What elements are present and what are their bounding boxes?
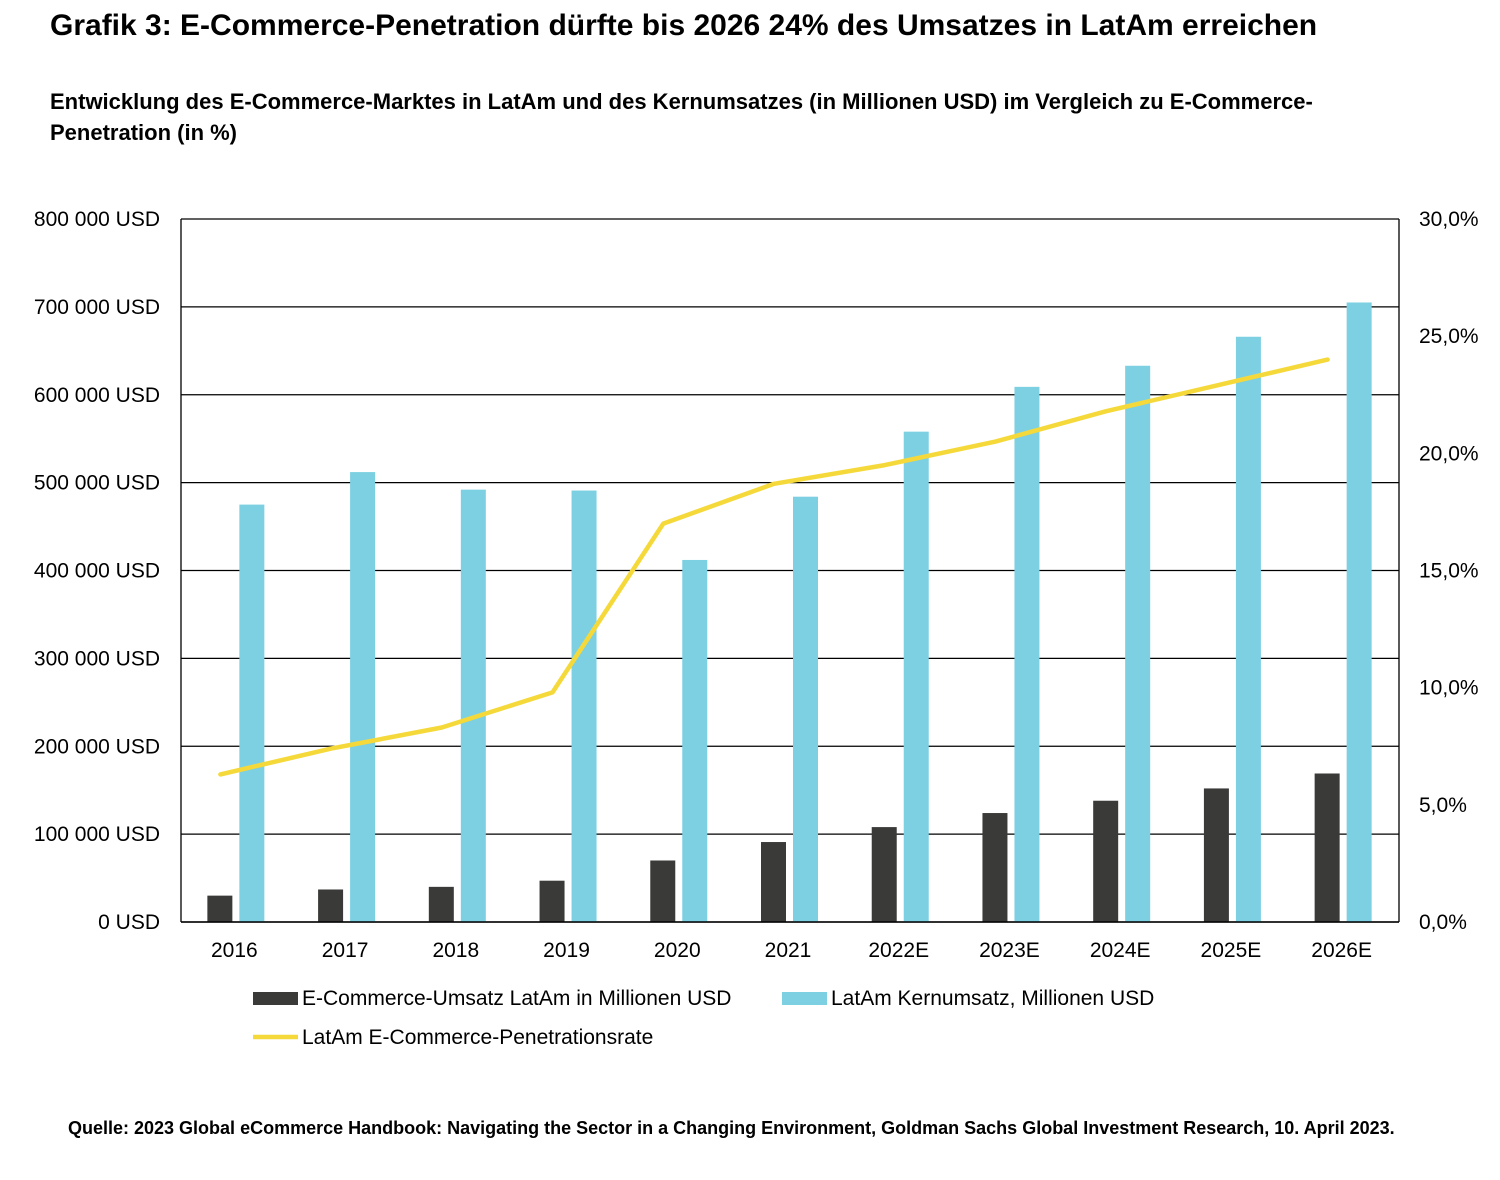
bar-kernumsatz-2026E: [1346, 302, 1372, 922]
y-right-tick-label: 10,0%: [1419, 677, 1479, 700]
x-tick-label: 2020: [654, 939, 701, 962]
bar-ecommerce-2016: [207, 895, 233, 922]
legend-item-1: E-Commerce-Umsatz LatAm in Millionen USD: [253, 987, 731, 1010]
penetration-line-series: [218, 357, 1330, 777]
bar-kernumsatz-2023E: [1014, 386, 1040, 922]
y-left-tick-label: 300 000 USD: [34, 647, 160, 670]
y-left-tick-label: 600 000 USD: [34, 384, 160, 407]
y-left-tick-label: 400 000 USD: [34, 560, 160, 583]
legend-label: LatAm E-Commerce-Penetrationsrate: [302, 1026, 653, 1049]
x-axis: 2016 2017 2018 2019 2020 2021 2022E 2023E 2024E 2…: [211, 939, 1372, 962]
chart-subtitle: Entwicklung des E-Commerce-Marktes in La…: [50, 89, 1313, 145]
x-tick-label: 2026E: [1311, 939, 1372, 962]
bar-ecommerce-2020: [650, 860, 676, 922]
bar-kernumsatz-2025E: [1235, 336, 1261, 922]
y-left-tick-label: 800 000 USD: [34, 208, 160, 231]
y-right-tick-label: 25,0%: [1419, 325, 1479, 348]
x-tick-label: 2024E: [1090, 939, 1151, 962]
bar-ecommerce-2019: [539, 880, 565, 922]
x-tick-label: 2019: [543, 939, 590, 962]
bar-ecommerce-2022E: [871, 827, 897, 922]
bar-kernumsatz-2024E: [1125, 365, 1151, 923]
y-left-tick-label: 100 000 USD: [34, 823, 160, 846]
x-tick-label: 2025E: [1201, 939, 1262, 962]
bar-kernumsatz-2019: [571, 490, 597, 922]
x-tick-label: 2023E: [979, 939, 1040, 962]
y-axis-left: 0 USD 100 000 USD 200 000 USD 300 000 USD 40…: [34, 208, 160, 934]
chart-title: Grafik 3: E-Commerce-Penetration dürfte …: [50, 9, 1318, 42]
y-left-tick-label: 0 USD: [98, 911, 160, 934]
source-note: Quelle: 2023 Global eCommerce Handbook: …: [68, 1118, 1395, 1138]
bar-ecommerce-2026E: [1314, 773, 1340, 922]
legend-swatch: [253, 992, 298, 1005]
plot-frame: [180, 219, 1400, 923]
bar-ecommerce-2024E: [1093, 800, 1119, 922]
bar-kernumsatz-2016: [239, 504, 265, 922]
bar-ecommerce-2023E: [982, 813, 1008, 922]
x-tick-label: 2017: [322, 939, 369, 962]
bar-ecommerce-2021: [761, 842, 786, 922]
y-right-tick-label: 15,0%: [1419, 560, 1479, 583]
x-tick-label: 2016: [211, 939, 258, 962]
legend-label: LatAm Kernumsatz, Millionen USD: [831, 987, 1154, 1010]
y-left-tick-label: 700 000 USD: [34, 296, 160, 319]
legend-item-3: LatAm E-Commerce-Penetrationsrate: [253, 1026, 653, 1049]
bar-kernumsatz-2022E: [903, 431, 929, 922]
y-right-tick-label: 5,0%: [1419, 794, 1467, 817]
legend: E-Commerce-Umsatz LatAm in Millionen USD…: [253, 987, 1154, 1049]
legend-item-2: LatAm Kernumsatz, Millionen USD: [782, 987, 1154, 1010]
bar-kernumsatz-2017: [350, 472, 376, 922]
y-right-tick-label: 20,0%: [1419, 442, 1479, 465]
y-left-tick-label: 200 000 USD: [34, 735, 160, 758]
y-left-tick-label: 500 000 USD: [34, 472, 160, 495]
bar-kernumsatz-2018: [460, 489, 486, 922]
penetration-line: [218, 357, 1330, 777]
bar-kernumsatz-2021: [793, 496, 818, 922]
x-tick-label: 2018: [432, 939, 479, 962]
bar-ecommerce-2017: [318, 889, 344, 922]
legend-swatch: [782, 992, 827, 1005]
y-right-tick-label: 0,0%: [1419, 911, 1467, 934]
x-tick-label: 2021: [765, 939, 812, 962]
bar-kernumsatz-2020: [682, 559, 708, 922]
bar-ecommerce-2018: [428, 886, 454, 922]
y-axis-right: 0,0% 5,0% 10,0% 15,0% 20,0% 25,0% 30,0%: [1419, 208, 1479, 934]
x-tick-label: 2022E: [868, 939, 929, 962]
legend-label: E-Commerce-Umsatz LatAm in Millionen USD: [302, 987, 731, 1010]
bar-ecommerce-2025E: [1203, 788, 1229, 922]
y-right-tick-label: 30,0%: [1419, 208, 1479, 231]
bar-series: [207, 302, 1372, 923]
